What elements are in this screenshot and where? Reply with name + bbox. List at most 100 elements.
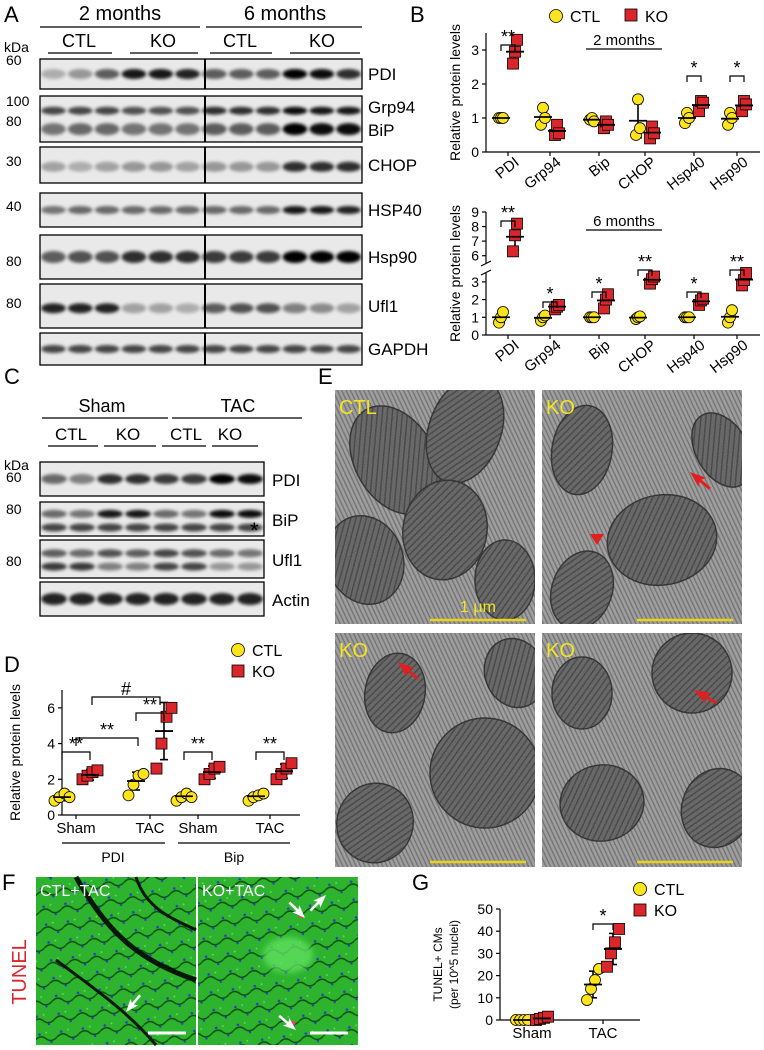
sublabel-ko-1: KO — [150, 31, 176, 51]
chartD-ylabel: Relative protein levels — [7, 684, 23, 821]
chartBbottom-ko-point — [648, 270, 660, 283]
d-sig-pdi-ctl-sham-tac: ** — [100, 720, 114, 740]
d-group-pdi: PDI — [101, 849, 124, 865]
chartBbottom-xtick-hsp40-4: Hsp40 — [664, 337, 709, 377]
f-ctl-tac-label: CTL+TAC — [40, 883, 110, 900]
chartBtop-ytick-3: 3 — [471, 42, 479, 58]
chartBtop-ctl-point — [539, 112, 551, 124]
c-sublabel-ko-1: KO — [116, 425, 141, 444]
chartBtop-ylabel: Relative protein levels — [447, 24, 463, 161]
c-sublabel-ko-2: KO — [218, 425, 243, 444]
em-ctl: CTL — [335, 390, 535, 624]
chartBbottom-xtick-bip-2: Bip — [586, 337, 614, 364]
f-ctl-tac: CTL+TAC — [36, 875, 197, 1046]
chartG-ytick-20: 20 — [477, 968, 493, 984]
chartBtop-ko-point — [507, 57, 519, 70]
blot-label-pdi: PDI — [368, 65, 396, 84]
chartBbottom-ctl-point — [539, 309, 551, 322]
bbottom-sig-hsp40: * — [690, 274, 697, 294]
g-legend-ko-marker — [633, 903, 647, 917]
chartBbottom-ko-point — [511, 217, 523, 230]
blot-ufl1 — [39, 283, 363, 329]
panel-f-letter: F — [2, 870, 15, 895]
chartG-ko-point — [542, 1010, 554, 1023]
blot-label-grp94: Grp94 — [368, 98, 415, 117]
chartBtop-ctl-point — [634, 122, 646, 135]
legend-ctl-marker — [549, 9, 563, 23]
panel-c: C Sham TAC CTL KO CTL KO kDa PDI 60 BiP 80 U… — [4, 364, 310, 617]
arrowhead-icon — [590, 534, 604, 545]
bbottom-sig-grp94: * — [546, 284, 553, 304]
kda-marker-30: 30 — [6, 153, 22, 169]
chartBtop-ytick-0: 0 — [471, 144, 479, 160]
blot-grp94 — [39, 95, 363, 143]
legend-ko-marker — [624, 8, 638, 22]
bbottom-sig-chop: ** — [638, 252, 652, 272]
c-blot-actin — [39, 581, 265, 617]
chartD-ko-point — [155, 737, 168, 750]
chartBbottom-xtick-pdi-0: PDI — [492, 337, 522, 366]
chartG-xtick-tac-1: TAC — [589, 1025, 618, 1042]
chartBbottom-xtick-grp94-1: Grp94 — [521, 337, 564, 376]
sublabel-ctl-1: CTL — [62, 31, 96, 51]
chartBbottom-ko-point — [509, 229, 521, 242]
panel-e-letter: E — [318, 364, 333, 389]
chartBtop-ctl-point — [632, 93, 644, 106]
bbottom-sig-bip: * — [595, 274, 602, 294]
bbottom-sig-pdi: ** — [501, 203, 515, 223]
chartBbottom-title: 6 months — [593, 213, 655, 230]
blot-gapdh — [39, 332, 363, 366]
blot-hsp90 — [39, 234, 363, 280]
g-legend-ctl-label: CTL — [654, 882, 684, 899]
panel-c-letter: C — [4, 364, 20, 389]
chartBbottom-ytick-9: 9 — [471, 204, 479, 220]
chartD-xtick-sham-0: Sham — [56, 820, 95, 837]
chartBbottom-xtick-hsp90-5: Hsp90 — [707, 337, 752, 377]
bbottom-sig-hsp90: ** — [730, 252, 744, 272]
panel-e: E CTL KO KO KO 1 μm — [318, 364, 742, 867]
panel-a-letter: A — [4, 2, 19, 27]
d-legend-ctl-label: CTL — [252, 643, 282, 660]
chartBbottom-ko-point — [507, 245, 519, 258]
panel-g-letter: G — [412, 870, 429, 895]
chartBbottom-ctl-point — [497, 306, 509, 318]
f-ko-tac: KO+TAC — [198, 877, 358, 1045]
chartG-ctl-point — [581, 994, 593, 1006]
em-ko-3: KO — [542, 633, 742, 867]
btop-sig-hsp40: * — [690, 58, 697, 78]
chartD-ko-point — [91, 764, 104, 777]
chartBbottom-ytick-8: 8 — [471, 219, 479, 235]
kda-marker-80: 80 — [6, 113, 22, 129]
chartBtop-ko-point — [511, 33, 523, 46]
group-label-2-months: 2 months — [79, 3, 161, 25]
kda-marker-80: 80 — [6, 295, 22, 311]
chartD-ytick-2: 2 — [47, 771, 55, 787]
c-blot-pdi — [39, 461, 265, 497]
chartBtop-ko-point — [740, 98, 752, 111]
c-blot-bip — [39, 501, 265, 537]
panel-d: D CTL KO 0 2 4 6 Relative protein levels Sham… — [4, 643, 300, 865]
chartBtop-ytick-1: 1 — [471, 110, 479, 126]
blot-chop — [39, 146, 363, 184]
group-label-tac: TAC — [221, 396, 256, 416]
sublabel-ko-2: KO — [309, 31, 335, 51]
blot-label-hsp40: HSP40 — [368, 201, 422, 220]
d-sig-bip-tac: ** — [263, 734, 277, 754]
chartBbottom-ko-point — [697, 292, 709, 305]
chartBtop-title: 2 months — [593, 32, 655, 49]
c-blot-label-bip: BiP — [272, 511, 298, 530]
chartG-ko-point — [601, 960, 613, 973]
chartBtop-xtick-bip-2: Bip — [586, 154, 614, 181]
kda-marker-80: 80 — [6, 253, 22, 269]
chartD-ytick-6: 6 — [47, 700, 55, 716]
panel-f: F TUNEL CTL+TAC KO+TAC — [2, 870, 358, 1046]
d-sig-pdi-tac: ** — [143, 695, 157, 715]
c-blot-label-actin: Actin — [272, 591, 310, 610]
chartBbottom-ytick-3: 3 — [471, 274, 479, 290]
chartG-ylabel-units: (per 10^5 nuclei) — [447, 920, 461, 1009]
c-kda-marker-80: 80 — [6, 501, 22, 517]
c-kda-marker-60: 60 — [6, 469, 22, 485]
chartD-xtick-tac-1: TAC — [136, 820, 165, 837]
